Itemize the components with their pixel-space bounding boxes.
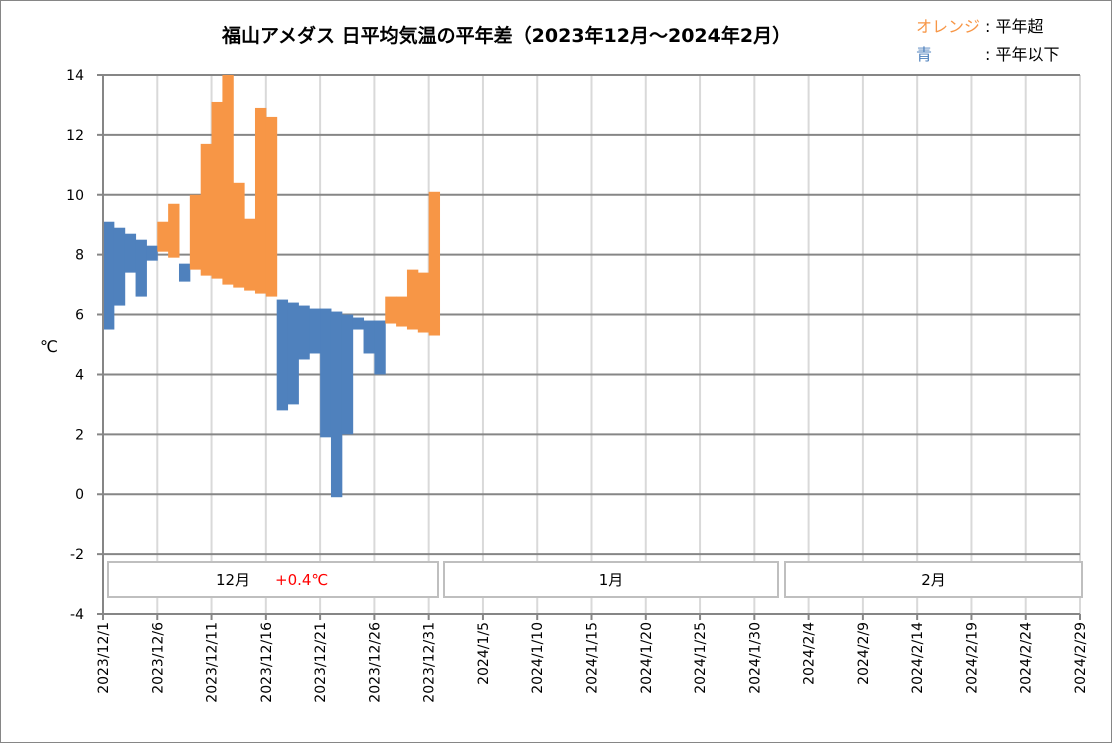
month-label: 1月: [599, 571, 624, 589]
bar-below-normal: [146, 245, 158, 261]
x-tick-label: 2024/2/19: [964, 622, 980, 694]
x-tick-label: 2023/12/21: [313, 622, 329, 703]
month-box: [443, 561, 779, 598]
month-diff: +0.4℃: [275, 571, 328, 589]
x-tick-label: 2024/2/9: [856, 622, 872, 685]
x-tick-label: 2023/12/31: [422, 622, 438, 703]
month-label: 12月: [216, 571, 250, 589]
x-tick-label: 2024/2/24: [1019, 622, 1035, 694]
bar-below-normal: [352, 317, 365, 330]
bar-below-normal: [309, 308, 321, 354]
bar-above-normal: [244, 218, 256, 291]
x-tick-label: 2024/1/5: [476, 622, 492, 685]
x-tick-label: 2024/1/20: [639, 622, 655, 694]
y-tick-label: 0: [75, 487, 84, 503]
bar-above-normal: [254, 107, 267, 294]
bar-above-normal: [385, 296, 397, 324]
y-tick-label: 2: [75, 427, 84, 443]
bar-above-normal: [428, 191, 441, 336]
x-tick-label: 2023/12/16: [259, 622, 275, 703]
x-tick-label: 2024/2/14: [910, 622, 926, 694]
x-tick-label: 2024/1/25: [693, 622, 709, 694]
bar-above-normal: [417, 272, 430, 333]
bar-below-normal: [330, 311, 343, 498]
x-tick-label: 2024/1/30: [747, 622, 763, 694]
y-tick-label: 8: [75, 248, 84, 264]
x-tick-label: 2023/12/1: [96, 622, 112, 694]
x-tick-label: 2023/12/26: [367, 622, 383, 703]
y-tick-label: 14: [66, 68, 84, 84]
bar-above-normal: [200, 143, 213, 276]
bar-above-normal: [406, 269, 419, 330]
x-tick-label: 2024/1/15: [585, 622, 601, 694]
legend-orange-desc: : 平年超: [985, 17, 1043, 36]
bar-above-normal: [222, 75, 234, 285]
bar-above-normal: [396, 296, 408, 327]
chart-title: 福山アメダス 日平均気温の平年差（2023年12月～2024年2月）: [221, 24, 791, 47]
y-tick-label: 12: [66, 128, 84, 144]
bar-below-normal: [135, 239, 147, 297]
legend-blue-label: 青: [916, 45, 932, 64]
y-tick-label: -2: [70, 547, 84, 563]
x-tick-label: 2023/12/11: [205, 622, 221, 703]
y-tick-label: 6: [75, 308, 84, 324]
legend-blue-desc: : 平年以下: [985, 45, 1059, 64]
bar-above-normal: [157, 221, 169, 252]
x-tick-label: 2024/2/29: [1073, 622, 1089, 694]
y-tick-label: -4: [70, 607, 84, 623]
bar-below-normal: [113, 227, 126, 306]
bar-above-normal: [168, 203, 180, 258]
y-tick-label: 10: [66, 188, 84, 204]
bar-below-normal: [103, 221, 115, 330]
bar-below-normal: [363, 320, 375, 354]
bar-above-normal: [233, 182, 245, 288]
bar-above-normal: [189, 194, 202, 270]
bar-above-normal: [265, 116, 278, 297]
x-tick-label: 2024/1/10: [530, 622, 546, 694]
legend-orange-label: オレンジ: [916, 17, 980, 36]
y-axis-label: ℃: [40, 337, 58, 356]
bar-above-normal: [211, 101, 223, 279]
month-label: 2月: [921, 571, 946, 589]
bar-below-normal: [287, 302, 299, 405]
bar-below-normal: [341, 314, 354, 435]
bar-below-normal: [178, 263, 191, 282]
bar-below-normal: [124, 233, 137, 273]
y-tick-label: 4: [75, 367, 84, 383]
x-tick-label: 2024/2/4: [802, 622, 818, 685]
x-tick-label: 2023/12/6: [150, 622, 166, 694]
bar-below-normal: [374, 320, 386, 375]
bar-below-normal: [320, 308, 332, 438]
month-box: [784, 561, 1083, 598]
bar-below-normal: [298, 305, 310, 360]
month-box: [107, 561, 439, 598]
bar-below-normal: [276, 299, 289, 411]
